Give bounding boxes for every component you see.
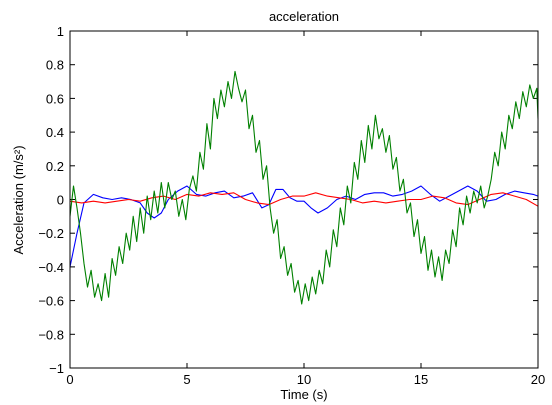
y-tick-label: 0 [57, 193, 64, 208]
axes-frame [69, 30, 539, 369]
y-tick-label: 0.2 [46, 159, 64, 174]
y-tick-label: −0.6 [38, 294, 64, 309]
y-tick-label: −1 [49, 361, 64, 376]
x-axis-label: Time (s) [280, 387, 327, 402]
plot-area [69, 70, 539, 305]
x-tick-label: 10 [297, 372, 311, 387]
y-axis-label: Acceleration (m/s²) [11, 145, 26, 254]
axes: 0 5 10 15 20 −1 −0.8 −0.6 −0.4 −0.2 0 0.2 0.4 0.6 0.8 1 [38, 24, 545, 387]
blue-series-line [69, 185, 539, 268]
y-tick-label: −0.4 [38, 260, 64, 275]
y-tick-label: 0.8 [46, 58, 64, 73]
y-tick-label: 0.6 [46, 91, 64, 106]
chart-title: acceleration [269, 9, 339, 24]
green-series-line [69, 70, 539, 305]
y-tick-label: 1 [57, 24, 64, 39]
x-tick-label: 0 [66, 372, 73, 387]
y-tick-label: −0.2 [38, 226, 64, 241]
y-tick-label: 0.4 [46, 125, 64, 140]
x-tick-label: 15 [414, 372, 428, 387]
y-tick-label: −0.8 [38, 327, 64, 342]
x-tick-label: 20 [531, 372, 545, 387]
x-tick-label: 5 [183, 372, 190, 387]
